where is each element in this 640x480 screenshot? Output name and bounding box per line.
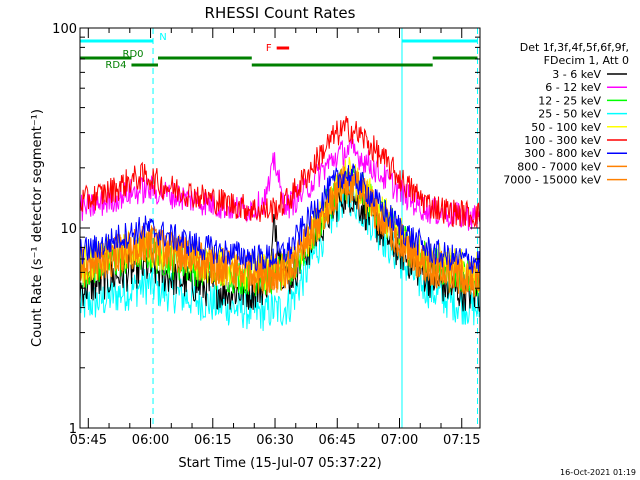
legend-header-0: Det 1f,3f,4f,5f,6f,9f, bbox=[520, 41, 629, 54]
y-tick-label-2: 100 bbox=[52, 22, 77, 37]
legend-label-4: 50 - 100 keV bbox=[531, 121, 601, 134]
state-bar-label-2: RD0 bbox=[123, 49, 144, 60]
y-axis-label: Count Rate (s⁻¹ detector segment⁻¹) bbox=[30, 109, 45, 347]
x-axis-label: Start Time (15-Jul-07 05:37:22) bbox=[178, 456, 381, 471]
legend-label-1: 6 - 12 keV bbox=[545, 81, 601, 94]
legend-label-6: 300 - 800 keV bbox=[524, 147, 601, 160]
legend-label-2: 12 - 25 keV bbox=[538, 94, 601, 107]
y-axis: 1 10 100 bbox=[52, 22, 480, 437]
x-tick-label-2: 06:15 bbox=[194, 433, 231, 448]
legend-label-7: 800 - 7000 keV bbox=[517, 160, 601, 173]
footer-timestamp: 16-Oct-2021 01:19 bbox=[560, 468, 636, 477]
y-tick-label-0: 1 bbox=[69, 422, 77, 437]
state-bar-label-3: RD4 bbox=[105, 60, 126, 71]
chart-title: RHESSI Count Rates bbox=[205, 4, 356, 22]
legend-label-8: 7000 - 15000 keV bbox=[503, 174, 601, 187]
series-layer bbox=[79, 115, 481, 332]
legend-header-1: FDecim 1, Att 0 bbox=[544, 54, 629, 67]
x-tick-label-3: 06:30 bbox=[256, 433, 293, 448]
legend-label-0: 3 - 6 keV bbox=[552, 68, 601, 81]
y-tick-label-1: 10 bbox=[60, 222, 77, 237]
x-tick-label-0: 05:45 bbox=[70, 433, 107, 448]
series-line-3 bbox=[79, 178, 481, 332]
x-tick-label-6: 07:15 bbox=[443, 433, 480, 448]
legend-label-3: 25 - 50 keV bbox=[538, 108, 601, 121]
x-tick-label-5: 07:00 bbox=[381, 433, 418, 448]
series-line-7 bbox=[79, 170, 481, 296]
series-line-6 bbox=[79, 163, 481, 274]
legend: Det 1f,3f,4f,5f,6f,9f,FDecim 1, Att 03 -… bbox=[503, 41, 629, 187]
state-bar-label-1: F bbox=[266, 43, 272, 54]
x-tick-label-1: 06:00 bbox=[132, 433, 169, 448]
series-line-5 bbox=[79, 115, 481, 228]
x-tick-label-4: 06:45 bbox=[319, 433, 356, 448]
x-axis: 05:45 06:00 06:15 06:30 06:45 07:00 07:15 bbox=[70, 28, 480, 448]
legend-label-5: 100 - 300 keV bbox=[524, 134, 601, 147]
state-bar-label-0: N bbox=[159, 32, 166, 43]
